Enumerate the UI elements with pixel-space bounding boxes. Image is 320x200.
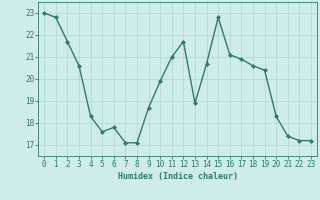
X-axis label: Humidex (Indice chaleur): Humidex (Indice chaleur) [118,172,238,181]
